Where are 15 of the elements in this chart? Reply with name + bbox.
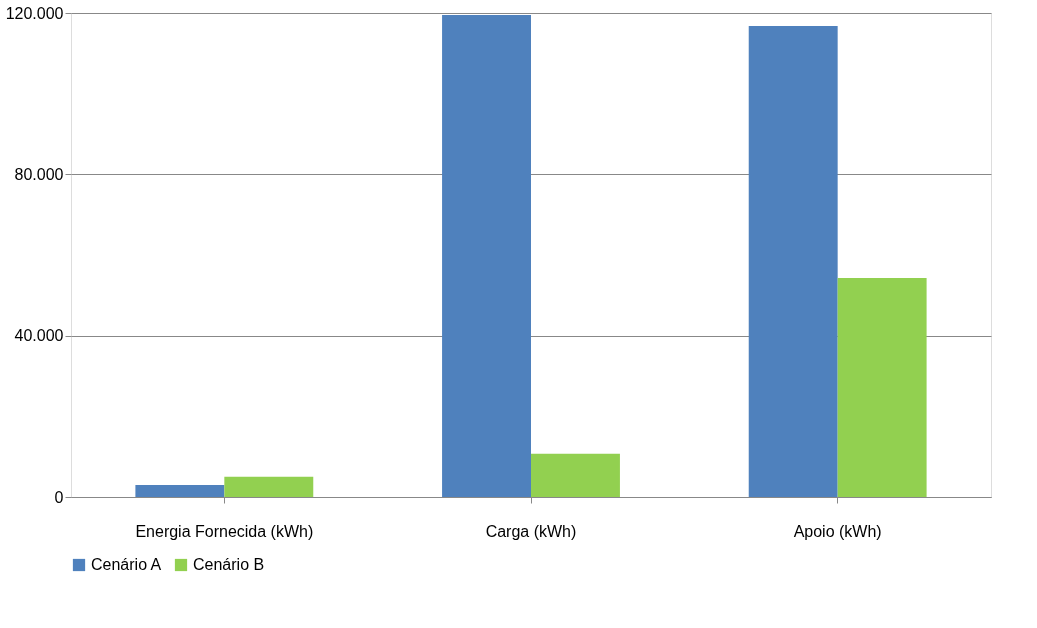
bar (135, 484, 225, 497)
bar (531, 453, 620, 497)
x-tick-label: Energia Fornecida (kWh) (135, 522, 314, 540)
y-tick-label: 120.000 (5, 4, 64, 22)
x-tick-label: Apoio (kWh) (793, 522, 882, 540)
legend-label: Cenário B (193, 556, 265, 573)
bar (224, 476, 314, 497)
bar (442, 15, 531, 497)
x-tick-label: Carga (kWh) (485, 522, 577, 540)
bar (748, 25, 838, 497)
y-tick-label: 80.000 (14, 165, 64, 183)
legend-label: Cenário A (91, 556, 162, 573)
bar (837, 277, 927, 497)
y-tick-label: 0 (54, 488, 64, 506)
y-tick-label: 40.000 (14, 327, 64, 345)
